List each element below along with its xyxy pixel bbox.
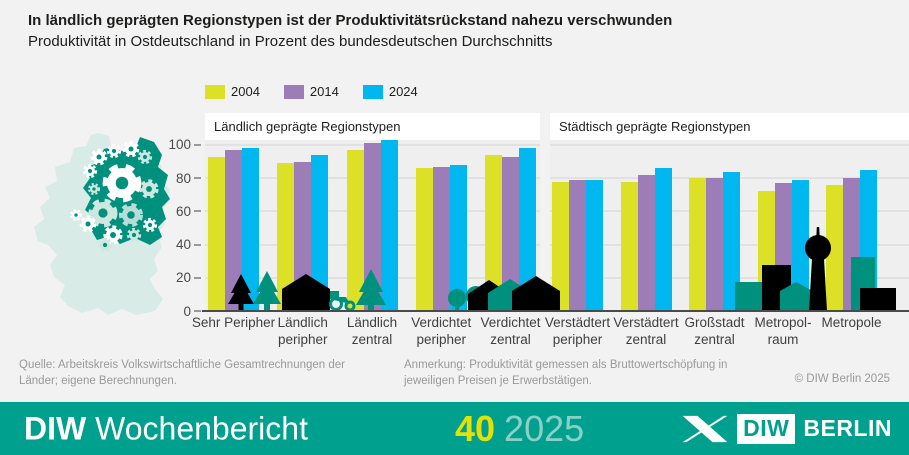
chart-panels: Ländlich geprägte Regionstypen Sehr Perip…	[192, 113, 909, 347]
bar-2024	[449, 165, 467, 311]
bar-2004	[208, 157, 225, 311]
bar-group: Metropole	[821, 140, 882, 330]
source-note: Quelle: Arbeitskreis Volkswirtschaftlich…	[19, 359, 345, 387]
issue-year: 2025	[504, 407, 585, 449]
copyright: © DIW Berlin 2025	[794, 373, 890, 385]
bar-group: Großstadt zentral	[684, 140, 745, 347]
diw-berlin-logo: DIW BERLIN	[681, 413, 892, 444]
plot-area: Verstädtert peripher Verstädtert zentral G…	[545, 140, 909, 347]
bar-2014	[774, 183, 792, 311]
plot-area: Sehr Peripher Ländlich peripher Ländlich z…	[192, 140, 541, 347]
y-tick: 100	[168, 137, 201, 152]
bar-groups: Sehr Peripher Ländlich peripher Ländlich z…	[192, 140, 541, 347]
gear-icon	[70, 140, 159, 253]
panel-urban: Städtisch geprägte Regionstypen Verstädte…	[545, 113, 909, 347]
logo-diw-text: DIW	[737, 413, 796, 444]
logo-berlin-text: BERLIN	[803, 415, 892, 441]
annotation-note: Anmerkung: Produktivität gemessen als Br…	[404, 359, 728, 387]
bar-2024	[586, 180, 603, 311]
bar-2014	[294, 162, 312, 311]
brand-title-regular: Wochenbericht	[95, 410, 308, 446]
legend: 2004 2014 2024	[205, 84, 418, 99]
bar-2014	[363, 143, 381, 311]
bar-group: Verstädtert peripher	[545, 140, 610, 347]
y-tick: 80	[176, 171, 201, 186]
legend-item: 2004	[205, 84, 260, 99]
y-tick: 0	[183, 304, 201, 319]
panel-rural: Ländlich geprägte Regionstypen Sehr Perip…	[192, 113, 541, 347]
bar-2014	[843, 178, 860, 311]
bar-2014	[432, 167, 450, 311]
issue-number: 40 2025	[455, 408, 584, 450]
bar-2004	[485, 155, 502, 311]
bar-2024	[723, 172, 740, 311]
footer-banner: DIW Wochenbericht 40 2025 DIW BERLIN	[0, 402, 909, 455]
bar-2004	[620, 182, 638, 311]
bar-2014	[225, 150, 242, 311]
legend-label: 2004	[231, 84, 260, 99]
bar-2014	[502, 157, 519, 311]
x-label: Verdichtet zentral	[480, 315, 541, 347]
bar-2024	[791, 180, 809, 311]
bar-group: Ländlich peripher	[277, 140, 329, 347]
legend-swatch	[205, 84, 225, 99]
x-label: Ländlich zentral	[346, 315, 398, 347]
x-label: Verdichtet peripher	[411, 315, 472, 347]
bar-2024	[380, 140, 398, 311]
bar-2004	[757, 191, 775, 311]
diw-x-logo-icon	[682, 415, 728, 442]
y-tick: 60	[176, 204, 201, 219]
legend-swatch	[283, 84, 304, 99]
bar-group: Verdichtet zentral	[480, 140, 541, 347]
brand-title-bold: DIW	[24, 410, 87, 446]
bar-2014	[706, 178, 723, 311]
x-label: Metropol-raum	[754, 315, 812, 347]
bar-groups: Verstädtert peripher Verstädtert zentral G…	[545, 140, 909, 347]
x-label: Großstadt zentral	[684, 315, 745, 347]
page-title: In ländlich geprägten Regionstypen ist d…	[28, 12, 673, 29]
bar-2004	[277, 163, 295, 311]
panel-title: Städtisch geprägte Regionstypen	[550, 113, 909, 140]
legend-label: 2024	[388, 84, 418, 99]
bar-2024	[519, 148, 536, 311]
bar-2024	[311, 155, 329, 311]
x-label: Verstädtert peripher	[544, 315, 611, 347]
bar-2004	[552, 182, 569, 311]
x-label: Sehr Peripher	[191, 315, 276, 330]
bar-2014	[569, 180, 586, 311]
x-label: Metropole	[821, 315, 882, 330]
bar-group: Metropol-raum	[754, 140, 812, 347]
panel-title: Ländlich geprägte Regionstypen	[205, 113, 540, 140]
bar-2014	[637, 175, 655, 311]
legend-item: 2024	[362, 84, 418, 99]
bar-2004	[826, 185, 843, 311]
issue-no: 40	[455, 407, 496, 449]
bar-2024	[860, 170, 877, 311]
x-label: Verstädtert zentral	[613, 315, 679, 347]
legend-label: 2014	[309, 84, 339, 99]
y-axis: 0 20 40 60 80 100	[165, 137, 201, 319]
bar-group: Verstädtert zentral	[613, 140, 679, 347]
bar-2004	[346, 150, 364, 311]
brand-title: DIW Wochenbericht	[24, 410, 308, 447]
x-axis-line	[202, 310, 909, 312]
bar-2024	[654, 168, 672, 311]
legend-swatch	[362, 84, 383, 99]
bar-group: Sehr Peripher	[192, 140, 275, 330]
germany-map	[34, 133, 170, 315]
bar-2004	[689, 178, 706, 311]
y-tick: 40	[176, 237, 201, 252]
bar-group: Ländlich zentral	[346, 140, 398, 347]
bar-chart: 0 20 40 60 80 100 Ländlich geprägte Regionsty…	[168, 113, 909, 353]
bar-2024	[242, 148, 259, 311]
gridline	[550, 143, 909, 146]
legend-item: 2014	[283, 84, 339, 99]
page-subtitle: Produktivität in Ostdeutschland in Proze…	[28, 33, 553, 50]
bar-group: Verdichtet peripher	[411, 140, 471, 347]
y-tick: 20	[176, 270, 201, 285]
x-label: Ländlich peripher	[277, 315, 328, 347]
bar-2004	[415, 168, 433, 311]
